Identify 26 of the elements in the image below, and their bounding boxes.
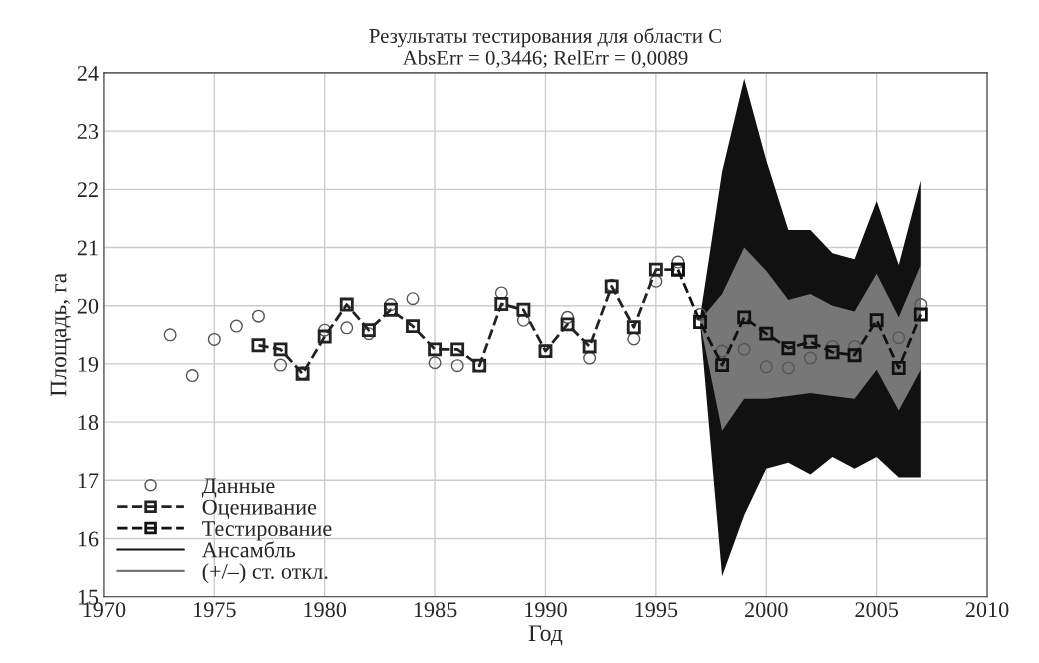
chart-subtitle: AbsErr = 0,3446; RelErr = 0,0089: [402, 50, 688, 68]
x-tick-label: 1985: [414, 602, 457, 618]
x-tick-label: 2010: [965, 602, 1009, 618]
y-tick-label: 23: [77, 124, 99, 140]
legend-label: Данные: [201, 478, 275, 498]
legend-label: Ансамбль: [201, 541, 295, 558]
y-tick-label: 19: [78, 356, 99, 372]
y-tick-label: 17: [78, 473, 99, 489]
x-tick-label: 1975: [194, 602, 236, 618]
legend-label: (+/–) ст. откл.: [202, 563, 328, 584]
x-tick-label: 2000: [745, 602, 788, 618]
y-tick-label: 24: [77, 65, 99, 81]
y-tick-label: 16: [78, 531, 99, 547]
x-axis-title: Год: [528, 625, 563, 646]
y-tick-label: 18: [78, 415, 99, 431]
legend-label: Тестирование: [202, 521, 332, 541]
legend-label: Оценивание: [202, 499, 317, 519]
y-tick-label: 20: [77, 298, 99, 314]
x-tick-label: 1980: [304, 602, 347, 618]
y-tick-label: 21: [77, 240, 98, 256]
x-tick-label: 2005: [855, 602, 899, 618]
x-tick-label: 1995: [635, 602, 678, 618]
chart-title: Результаты тестирования для области С: [369, 27, 721, 48]
y-axis-title: Площадь, га: [50, 273, 72, 397]
y-tick-label: 22: [77, 182, 98, 198]
x-tick-label: 1990: [525, 602, 567, 618]
